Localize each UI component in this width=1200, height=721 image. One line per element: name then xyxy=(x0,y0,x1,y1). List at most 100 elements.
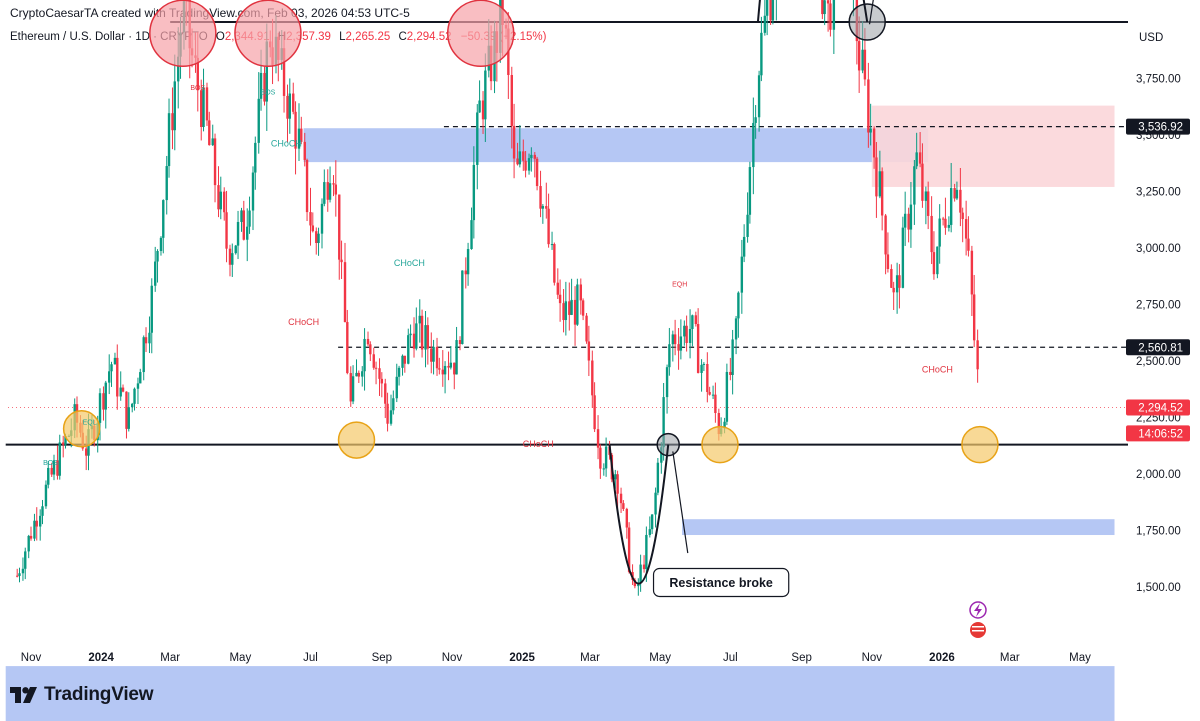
candle-body xyxy=(826,0,830,4)
candle-body xyxy=(328,183,332,200)
candle-body xyxy=(355,372,358,377)
candle-body xyxy=(723,421,726,429)
time-tick-12: Nov xyxy=(862,652,883,664)
price-tick-3: 1,500.00 xyxy=(1136,582,1181,594)
candle-body xyxy=(127,407,130,429)
candle-body xyxy=(685,325,688,343)
candle-body xyxy=(357,372,361,377)
candle-body xyxy=(44,484,48,507)
candle-body xyxy=(173,81,176,131)
candle-body xyxy=(110,364,113,372)
candle-body xyxy=(242,210,245,240)
candle-body xyxy=(441,369,444,375)
candle-body xyxy=(869,128,872,133)
candle-body xyxy=(240,210,243,222)
candle-body xyxy=(47,467,50,485)
candle-body xyxy=(522,151,525,161)
candle-body xyxy=(286,95,289,119)
time-tick-10: Jul xyxy=(723,652,738,664)
candle-body xyxy=(435,346,439,369)
candle-body xyxy=(622,503,625,509)
structure-label-2: CHoCH xyxy=(523,439,554,449)
candle-body xyxy=(694,315,698,325)
red-circle-marker-1 xyxy=(234,0,302,68)
candle-body xyxy=(731,339,734,375)
candle-body xyxy=(829,3,832,30)
candle-body xyxy=(535,158,539,187)
candle-body xyxy=(642,564,646,570)
candle-body xyxy=(372,354,375,368)
candle-body xyxy=(585,315,588,342)
candle-body xyxy=(959,189,962,213)
annotations-layer: Support lostResistance broke xyxy=(652,0,874,598)
candle-body xyxy=(909,204,913,230)
time-tick-8: Mar xyxy=(580,652,600,664)
candle-body xyxy=(443,365,447,375)
levels-layer xyxy=(5,21,1128,446)
candle-body xyxy=(21,568,25,574)
candle-body xyxy=(872,128,876,158)
attribution-text: CryptoCaesarTA created with TradingView.… xyxy=(10,6,410,20)
candle-body xyxy=(725,371,729,422)
structure-label-1: CHoCH xyxy=(288,317,319,327)
candle-body xyxy=(527,158,531,171)
candle-body xyxy=(150,285,153,333)
structure-labels-layer: CHoCHCHoCHCHoCHCHoCHCHoCHBOSBOSEQHEQLCHo… xyxy=(43,85,953,467)
candle-body xyxy=(458,340,462,345)
structure-label-4: CHoCH xyxy=(922,364,953,374)
candle-body xyxy=(108,371,111,383)
candle-body xyxy=(29,535,33,539)
candle-body xyxy=(144,337,148,344)
candle-body xyxy=(821,0,824,15)
candle-body xyxy=(455,340,458,375)
tradingview-logo[interactable]: TradingView xyxy=(10,684,154,706)
candle-body xyxy=(729,371,732,375)
candle-body xyxy=(236,221,240,246)
candle-body xyxy=(616,474,619,494)
candle-body xyxy=(248,210,251,227)
candle-body xyxy=(369,344,372,355)
structure-label-10: BOS xyxy=(261,89,276,96)
blue-zone-2 xyxy=(5,666,1115,721)
candle-body xyxy=(691,315,694,329)
candle-body xyxy=(453,362,456,375)
candle-body xyxy=(177,56,180,82)
candle-body xyxy=(737,292,740,319)
candle-body xyxy=(323,182,326,204)
candle-body xyxy=(343,262,347,323)
candle-body xyxy=(913,166,916,205)
candle-body xyxy=(208,120,211,146)
price-labels-layer: 3,536.92 2,560.81 2,294.52 14:06:52 xyxy=(1126,118,1190,442)
candle-body xyxy=(932,252,936,275)
candle-body xyxy=(671,334,675,345)
candle-body xyxy=(401,355,404,368)
candle-body xyxy=(633,579,637,587)
candle-body xyxy=(553,244,556,283)
candle-body xyxy=(196,57,199,91)
price-tick-5: 2,000.00 xyxy=(1136,469,1181,481)
candle-body xyxy=(481,100,485,120)
tradingview-logo-icon xyxy=(10,687,37,703)
candle-body xyxy=(18,573,21,576)
price-axis[interactable]: 1,500.00 1,750.00 2,000.00 2,250.00 2,500.00… xyxy=(1136,74,1181,595)
candle-body xyxy=(654,492,657,515)
candle-body xyxy=(604,446,608,469)
low-label: L xyxy=(339,31,346,43)
candle-body xyxy=(734,318,738,340)
candle-body xyxy=(378,368,381,379)
candle-body xyxy=(64,436,67,445)
candle-body xyxy=(857,41,861,71)
candle-body xyxy=(518,151,522,165)
candle-body xyxy=(823,0,826,15)
candle-body xyxy=(631,572,634,580)
candle-body xyxy=(961,212,964,220)
candle-body xyxy=(936,246,939,275)
candle-body xyxy=(389,410,393,424)
price-tick-9: 3,000.00 xyxy=(1136,243,1181,255)
candle-body xyxy=(288,93,291,119)
candle-body xyxy=(254,142,257,173)
time-axis[interactable]: Nov 2024 Mar May Jul Sep Nov 2025 Mar May Jul Sep No… xyxy=(21,652,1091,664)
candle-body xyxy=(903,213,907,228)
candle-body xyxy=(625,508,629,528)
